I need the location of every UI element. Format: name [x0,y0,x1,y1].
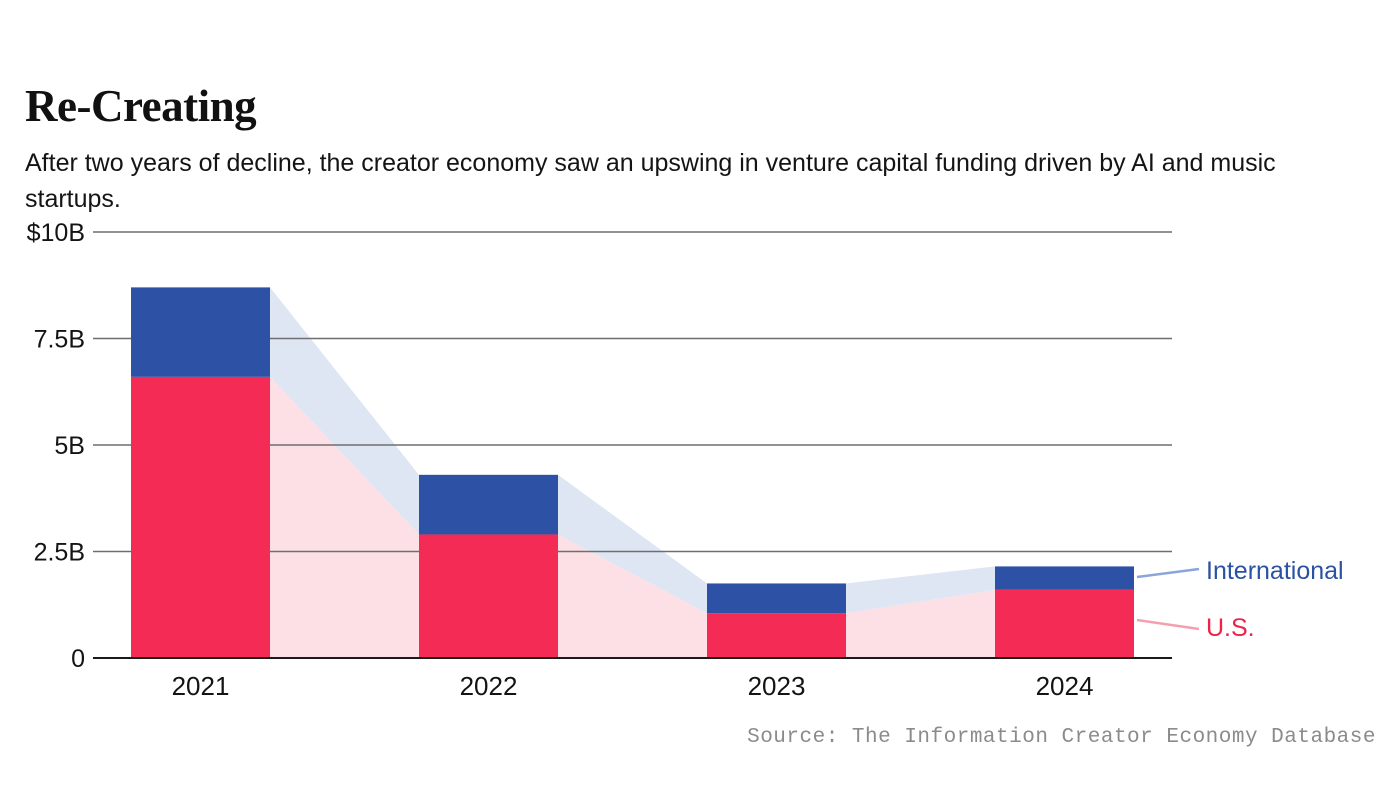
international-bar-segment [707,583,846,614]
y-tick-label: $10B [27,219,85,247]
us-flow-band [270,376,419,658]
us-leader-line [1136,618,1200,631]
us-bar-segment [995,589,1134,658]
source-credit: Source: The Information Creator Economy … [747,726,1376,749]
us-bar-segment [131,376,270,658]
legend-us-label: U.S. [1206,614,1255,642]
international-leader-line [1136,567,1200,579]
x-tick-label: 2023 [748,671,806,701]
international-flow-band [846,566,995,614]
us-flow-band [558,534,707,658]
legend-international-label: International [1206,557,1344,585]
y-tick-label: 2.5B [34,539,85,567]
page-title: Re-Creating [25,81,257,132]
x-tick-label: 2022 [460,671,518,701]
y-tick-label: 7.5B [34,326,85,354]
y-tick-label: 5B [54,432,85,460]
y-tick-label: 0 [71,645,85,673]
us-flow-band [846,589,995,658]
x-tick-label: 2024 [1036,671,1094,701]
international-flow-band [558,474,707,614]
international-bar-segment [131,287,270,377]
x-tick-label: 2021 [172,671,230,701]
international-bar-segment [995,566,1134,590]
page-subtitle: After two years of decline, the creator … [25,149,1276,213]
international-flow-band [270,287,419,535]
us-bar-segment [707,613,846,658]
us-bar-segment [419,534,558,658]
international-bar-segment [419,474,558,535]
